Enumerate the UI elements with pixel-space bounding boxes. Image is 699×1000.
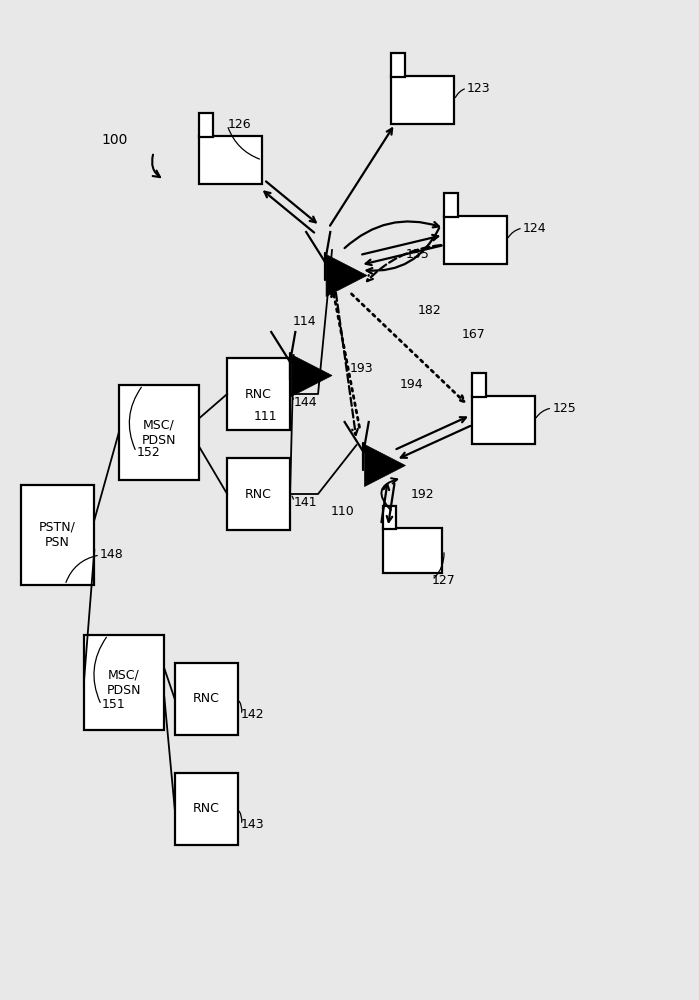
Text: 142: 142 [241, 708, 265, 722]
FancyBboxPatch shape [21, 485, 94, 585]
FancyBboxPatch shape [444, 216, 507, 264]
FancyBboxPatch shape [175, 663, 238, 735]
FancyBboxPatch shape [175, 773, 238, 845]
Text: 100: 100 [101, 133, 128, 147]
FancyBboxPatch shape [391, 53, 405, 77]
Text: 167: 167 [461, 328, 485, 342]
FancyBboxPatch shape [383, 528, 442, 572]
Text: 182: 182 [418, 304, 442, 316]
Text: 124: 124 [523, 222, 547, 234]
Polygon shape [365, 444, 405, 486]
FancyBboxPatch shape [472, 373, 486, 397]
Text: 123: 123 [467, 82, 491, 95]
Text: 110: 110 [331, 505, 354, 518]
FancyBboxPatch shape [84, 635, 164, 730]
FancyBboxPatch shape [472, 396, 535, 444]
Text: 114: 114 [292, 315, 316, 328]
FancyBboxPatch shape [199, 113, 213, 137]
Text: MSC/
PDSN: MSC/ PDSN [142, 418, 176, 446]
Text: 155: 155 [405, 248, 429, 261]
Text: 144: 144 [294, 395, 317, 408]
Text: PSTN/
PSN: PSTN/ PSN [39, 521, 76, 549]
Text: 152: 152 [136, 446, 160, 458]
FancyBboxPatch shape [444, 193, 458, 217]
Text: 193: 193 [350, 361, 373, 374]
Text: 151: 151 [101, 698, 125, 712]
FancyBboxPatch shape [119, 385, 199, 480]
Text: 141: 141 [294, 495, 317, 508]
Text: 192: 192 [411, 488, 435, 502]
FancyBboxPatch shape [383, 506, 396, 529]
FancyBboxPatch shape [227, 458, 290, 530]
Polygon shape [291, 355, 332, 396]
Text: RNC: RNC [193, 802, 219, 816]
Text: RNC: RNC [193, 692, 219, 706]
Polygon shape [326, 255, 367, 296]
Text: 126: 126 [227, 118, 251, 131]
FancyBboxPatch shape [391, 76, 454, 124]
Text: 111: 111 [254, 410, 278, 423]
Text: MSC/
PDSN: MSC/ PDSN [107, 668, 141, 696]
Text: 125: 125 [552, 401, 576, 414]
Text: 143: 143 [241, 818, 265, 832]
Text: 127: 127 [432, 574, 456, 586]
Text: RNC: RNC [245, 488, 272, 500]
FancyBboxPatch shape [199, 136, 262, 184]
Text: 148: 148 [100, 548, 124, 562]
Text: 194: 194 [400, 378, 424, 391]
Text: RNC: RNC [245, 387, 272, 400]
FancyBboxPatch shape [227, 358, 290, 430]
